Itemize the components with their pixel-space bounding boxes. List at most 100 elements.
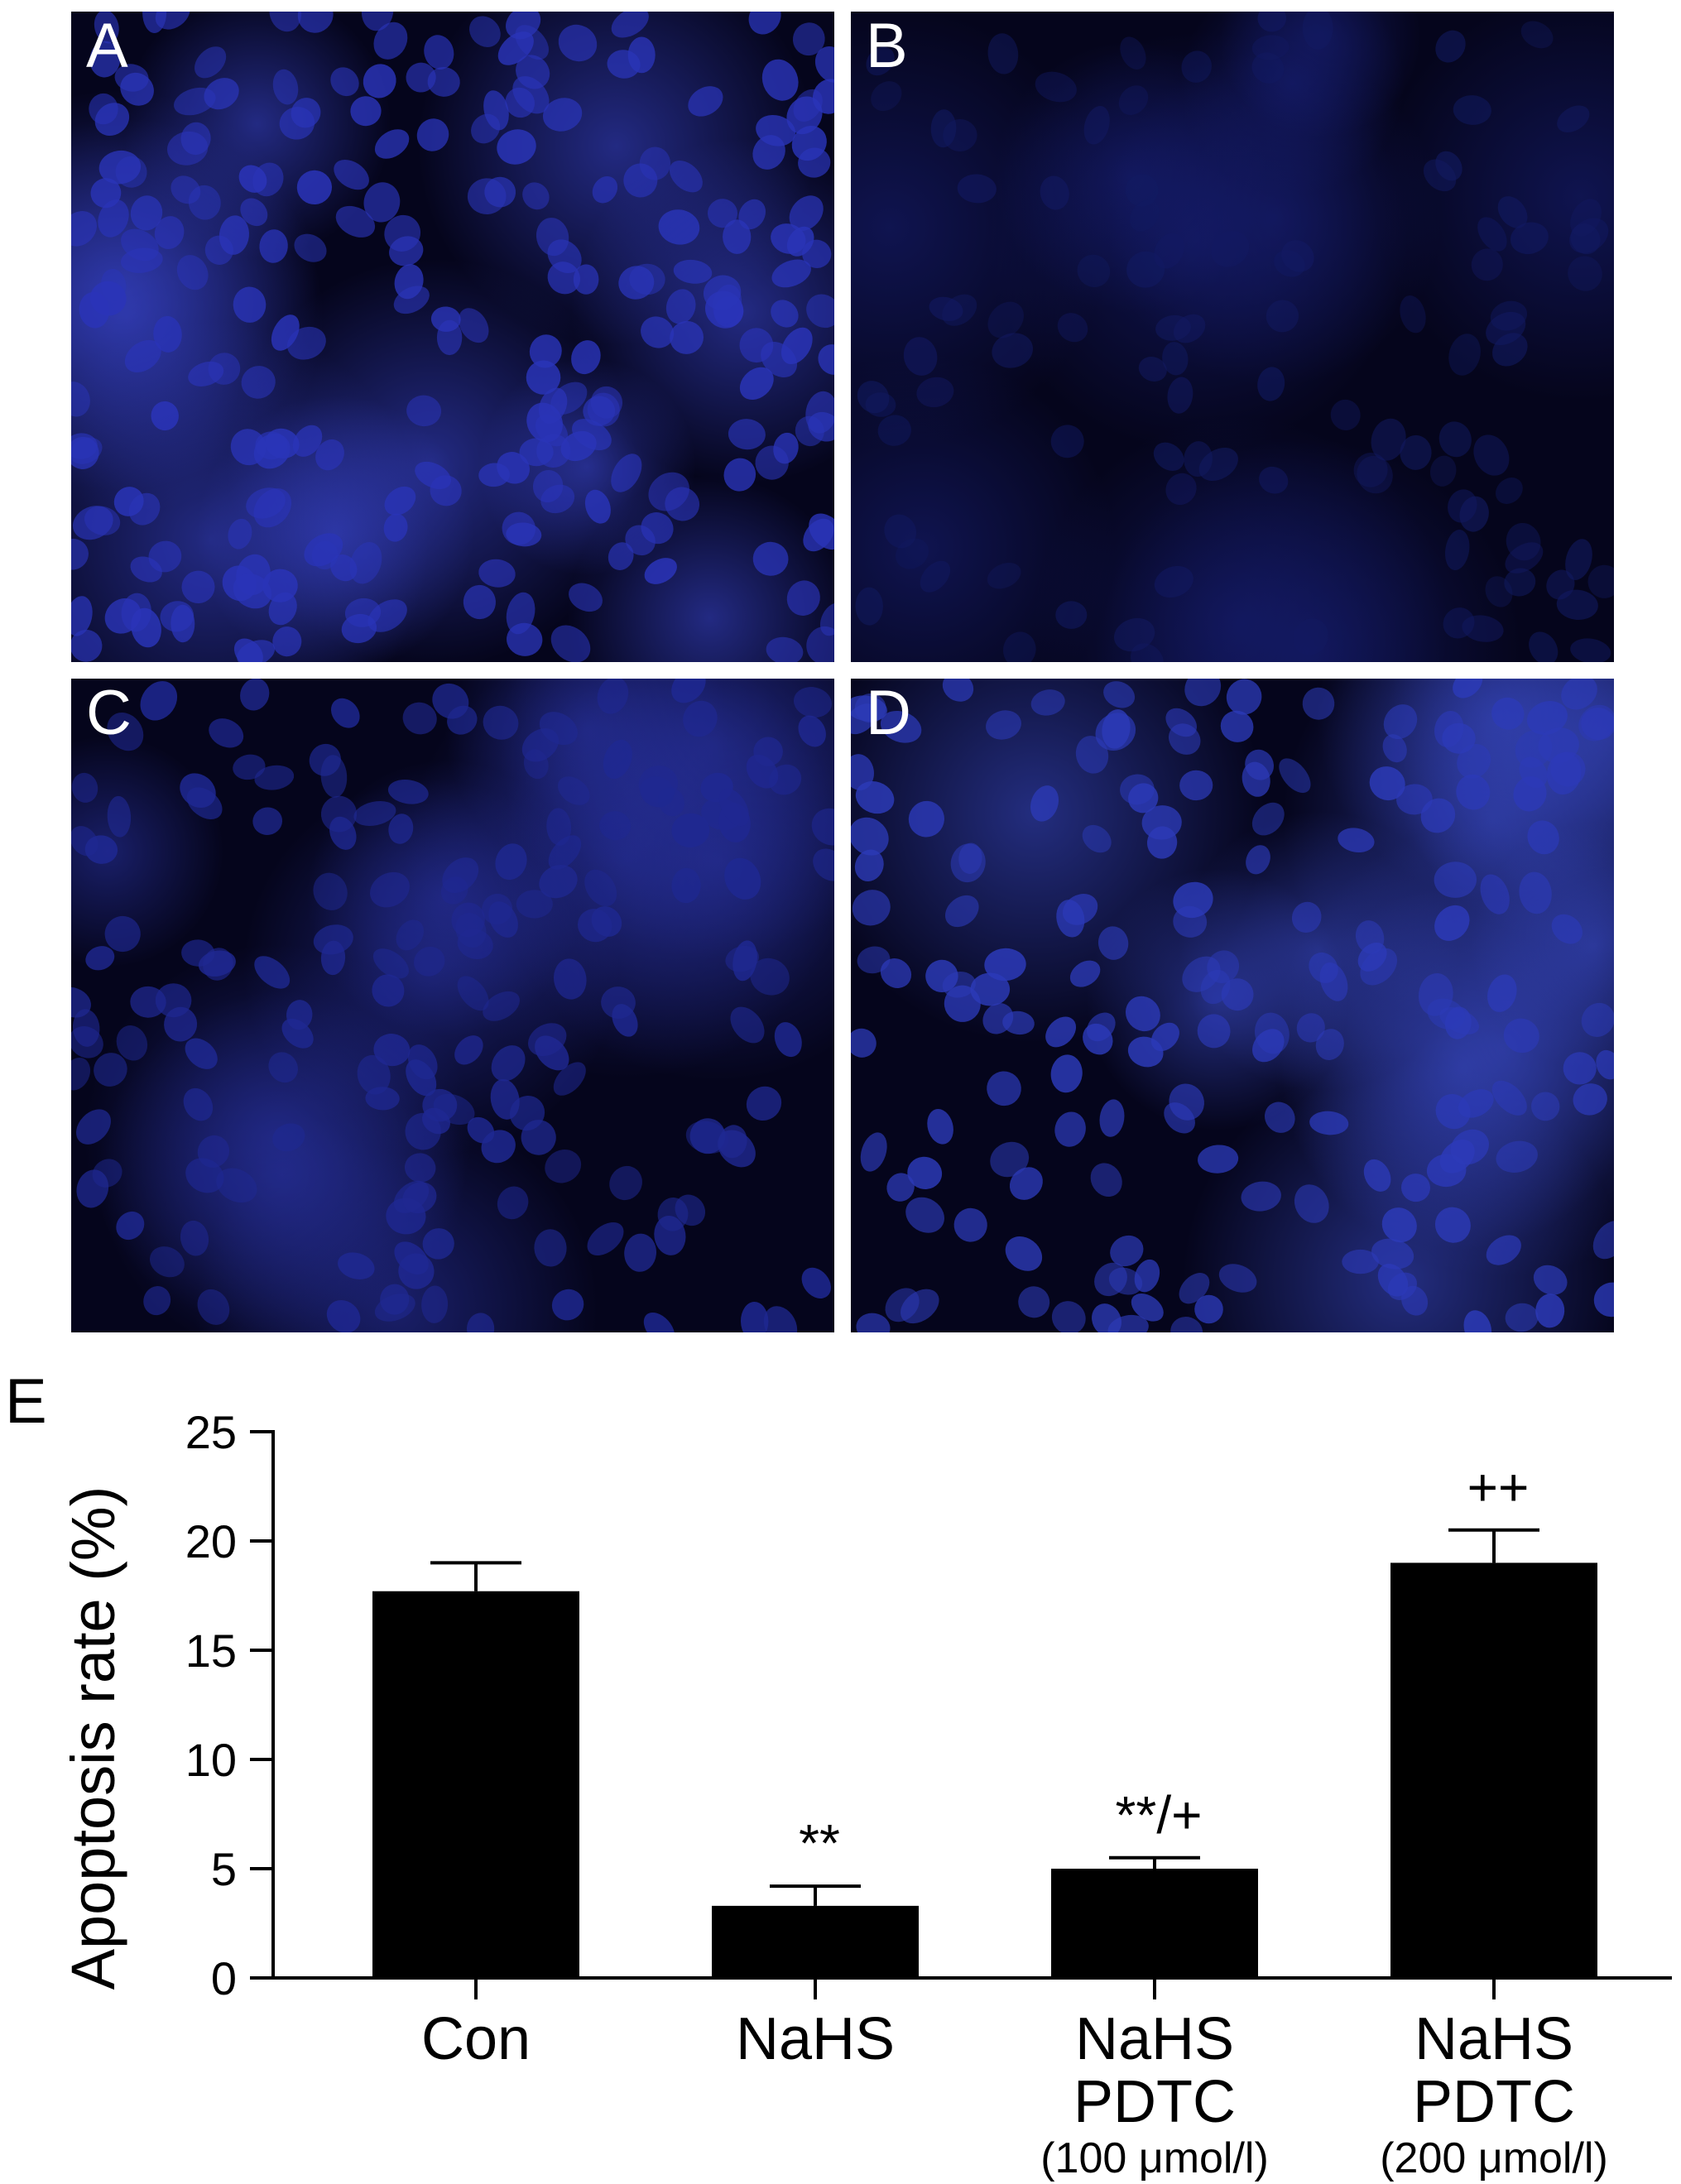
cell-nucleus xyxy=(1453,95,1491,125)
cell-nucleus xyxy=(406,395,442,427)
cell-nucleus xyxy=(748,12,781,35)
cell-nucleus xyxy=(1279,758,1311,794)
cell-nucleus xyxy=(1448,334,1481,376)
cell-nucleus xyxy=(430,306,461,332)
cell-nucleus xyxy=(186,787,223,819)
cell-nucleus xyxy=(349,541,382,584)
cell-nucleus xyxy=(771,259,811,288)
cell-nucleus xyxy=(671,813,710,848)
cell-nucleus xyxy=(851,754,874,791)
cell-nucleus xyxy=(1382,734,1407,763)
cell-nucleus xyxy=(730,1006,765,1044)
cell-nucleus xyxy=(233,286,267,323)
cell-nucleus xyxy=(852,890,891,926)
cell-nucleus xyxy=(71,826,98,857)
cell-nucleus xyxy=(463,584,497,620)
cell-nucleus xyxy=(590,386,623,419)
cell-nucleus xyxy=(547,262,581,295)
cell-nucleus xyxy=(180,122,211,156)
cell-nucleus xyxy=(1251,52,1285,84)
cell-nucleus xyxy=(154,216,185,250)
cell-nucleus xyxy=(1526,700,1568,736)
cell-nucleus xyxy=(1581,1002,1614,1037)
cell-nucleus xyxy=(578,909,612,943)
cell-nucleus xyxy=(1587,564,1614,598)
cell-nucleus xyxy=(855,587,883,626)
cell-nucleus xyxy=(553,958,587,1000)
cell-nucleus xyxy=(92,1159,122,1188)
cell-nucleus xyxy=(71,772,98,803)
cell-nucleus xyxy=(571,340,601,375)
cell-nucleus xyxy=(1141,805,1182,840)
panel-label-e: E xyxy=(5,1366,47,1437)
cell-nucleus xyxy=(546,808,572,846)
cell-nucleus xyxy=(204,78,239,110)
cell-nucleus xyxy=(1570,638,1611,662)
micrograph-panel-d: D xyxy=(851,679,1614,1332)
cell-nucleus xyxy=(1519,756,1548,789)
cell-nucleus xyxy=(987,563,1021,589)
cell-nucleus xyxy=(335,205,376,238)
cell-nucleus xyxy=(1257,12,1287,32)
cell-nucleus xyxy=(1138,357,1167,382)
cell-nucleus xyxy=(908,800,944,838)
cell-nucleus xyxy=(1259,466,1289,494)
cell-nucleus xyxy=(254,956,291,989)
cell-nucleus xyxy=(856,1313,891,1332)
cell-nucleus xyxy=(341,613,377,644)
nuclei-image-d xyxy=(851,679,1614,1332)
cell-nucleus xyxy=(644,558,677,584)
x-tick-note: (200 μmol/l) xyxy=(1380,2134,1608,2182)
cell-nucleus xyxy=(1520,21,1554,49)
cell-nucleus xyxy=(1448,489,1477,523)
cell-nucleus xyxy=(1434,905,1470,941)
cell-nucleus xyxy=(216,1168,257,1203)
cell-nucleus xyxy=(1381,1207,1417,1243)
cell-nucleus xyxy=(905,1197,944,1233)
cell-nucleus xyxy=(808,411,834,442)
cell-nucleus xyxy=(987,33,1019,74)
cell-nucleus xyxy=(1471,248,1503,281)
cell-nucleus xyxy=(338,1252,375,1280)
cell-nucleus xyxy=(330,67,359,97)
bar xyxy=(712,1905,919,1978)
cell-nucleus xyxy=(953,1207,987,1242)
cell-nucleus xyxy=(1506,522,1541,561)
cell-nucleus xyxy=(198,950,236,977)
cell-nucleus xyxy=(1480,874,1510,914)
cell-nucleus xyxy=(1165,473,1197,506)
cell-nucleus xyxy=(657,1198,689,1231)
cell-nucleus xyxy=(1082,824,1112,853)
cell-nucleus xyxy=(688,86,723,117)
cell-nucleus xyxy=(183,1087,214,1121)
cell-nucleus xyxy=(1218,1264,1257,1293)
cell-nucleus xyxy=(970,972,1011,1006)
cell-nucleus xyxy=(1134,1259,1160,1293)
cell-nucleus xyxy=(944,895,979,928)
cell-nucleus xyxy=(497,1186,529,1220)
cell-nucleus xyxy=(153,315,182,353)
cell-nucleus xyxy=(860,1132,887,1172)
cell-nucleus xyxy=(802,239,832,268)
cell-nucleus xyxy=(1581,708,1614,741)
cell-nucleus xyxy=(1371,418,1406,461)
y-tick-label: 5 xyxy=(211,1843,237,1895)
x-tick-label: NaHS xyxy=(1075,2006,1234,2072)
cell-nucleus xyxy=(608,542,634,570)
cell-nucleus xyxy=(1030,785,1059,822)
cell-nucleus xyxy=(539,712,578,746)
cell-nucleus xyxy=(607,50,641,79)
cell-nucleus xyxy=(1444,530,1470,570)
cell-nucleus xyxy=(1241,1181,1281,1212)
cell-nucleus xyxy=(1443,607,1475,639)
cell-nucleus xyxy=(851,695,887,722)
cell-nucleus xyxy=(130,195,163,231)
cell-nucleus xyxy=(746,1086,782,1121)
cell-nucleus xyxy=(1296,1013,1325,1043)
cell-nucleus xyxy=(363,64,396,98)
cell-nucleus xyxy=(739,367,774,401)
cell-nucleus xyxy=(1551,914,1583,944)
cell-nucleus xyxy=(814,46,834,83)
cell-nucleus xyxy=(1220,710,1254,742)
cell-nucleus xyxy=(724,857,761,900)
